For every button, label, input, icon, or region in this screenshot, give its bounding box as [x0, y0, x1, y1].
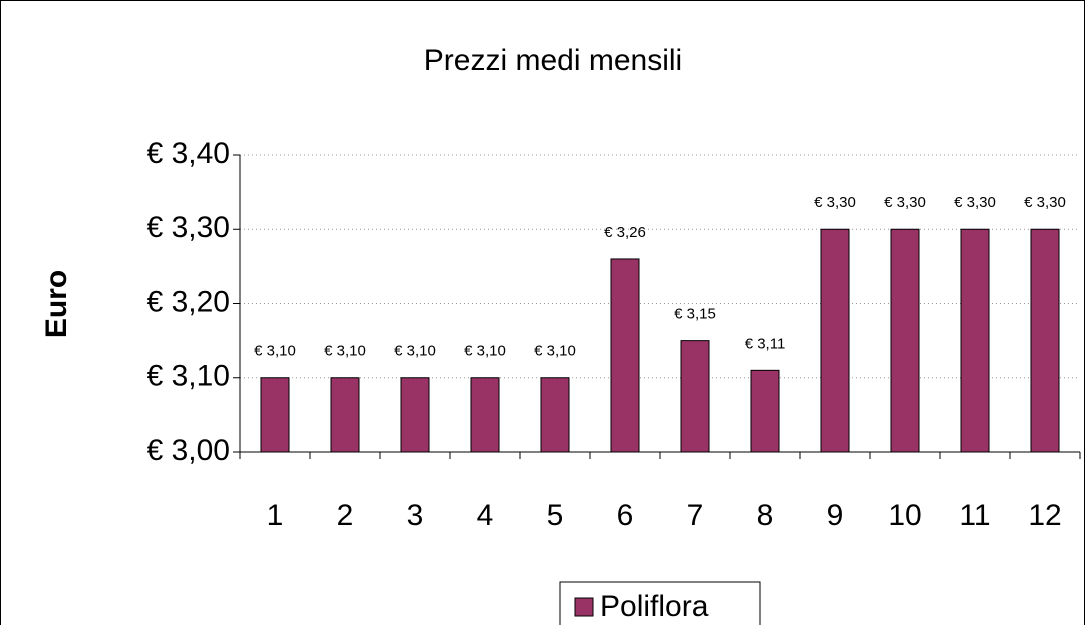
bar — [540, 377, 570, 453]
bar — [330, 377, 360, 453]
bar — [750, 369, 780, 453]
bar — [610, 258, 640, 453]
data-label: € 3,10 — [324, 343, 366, 360]
y-axis-label: Euro — [40, 270, 73, 338]
data-label: € 3,30 — [1024, 194, 1066, 211]
x-tick-label: 12 — [1028, 499, 1061, 532]
data-label: € 3,30 — [814, 194, 856, 211]
legend-label: Poliflora — [600, 590, 709, 623]
bar — [960, 228, 990, 453]
x-tick-label: 1 — [267, 499, 284, 532]
x-tick-label: 4 — [477, 499, 494, 532]
data-label: € 3,30 — [954, 194, 996, 211]
y-tick-label: € 3,10 — [147, 360, 230, 393]
data-label: € 3,10 — [394, 343, 436, 360]
x-tick-label: 11 — [959, 499, 990, 532]
x-tick-label: 6 — [617, 499, 634, 532]
data-label: € 3,26 — [604, 224, 646, 241]
x-tick-label: 10 — [888, 499, 921, 532]
data-label: € 3,10 — [254, 343, 296, 360]
legend-swatch — [574, 597, 594, 617]
data-label: € 3,15 — [674, 306, 716, 323]
chart-title: Prezzi medi mensili — [424, 44, 682, 77]
x-tick-label: 5 — [547, 499, 564, 532]
data-label: € 3,10 — [464, 343, 506, 360]
x-tick-label: 9 — [827, 499, 844, 532]
y-tick-label: € 3,00 — [147, 434, 230, 467]
data-label: € 3,10 — [534, 343, 576, 360]
bar — [260, 377, 290, 453]
y-tick-label: € 3,40 — [147, 137, 230, 170]
y-tick-label: € 3,30 — [147, 211, 230, 244]
x-tick-label: 3 — [407, 499, 424, 532]
x-tick-label: 8 — [757, 499, 774, 532]
x-tick-label: 7 — [687, 499, 704, 532]
bar — [470, 377, 500, 453]
data-label: € 3,30 — [884, 194, 926, 211]
data-label: € 3,11 — [745, 335, 786, 352]
bar — [820, 228, 850, 453]
bar — [1030, 228, 1060, 453]
bar — [890, 228, 920, 453]
bar — [400, 377, 430, 453]
x-tick-label: 2 — [337, 499, 354, 532]
bar — [680, 340, 710, 453]
y-tick-label: € 3,20 — [147, 285, 230, 318]
